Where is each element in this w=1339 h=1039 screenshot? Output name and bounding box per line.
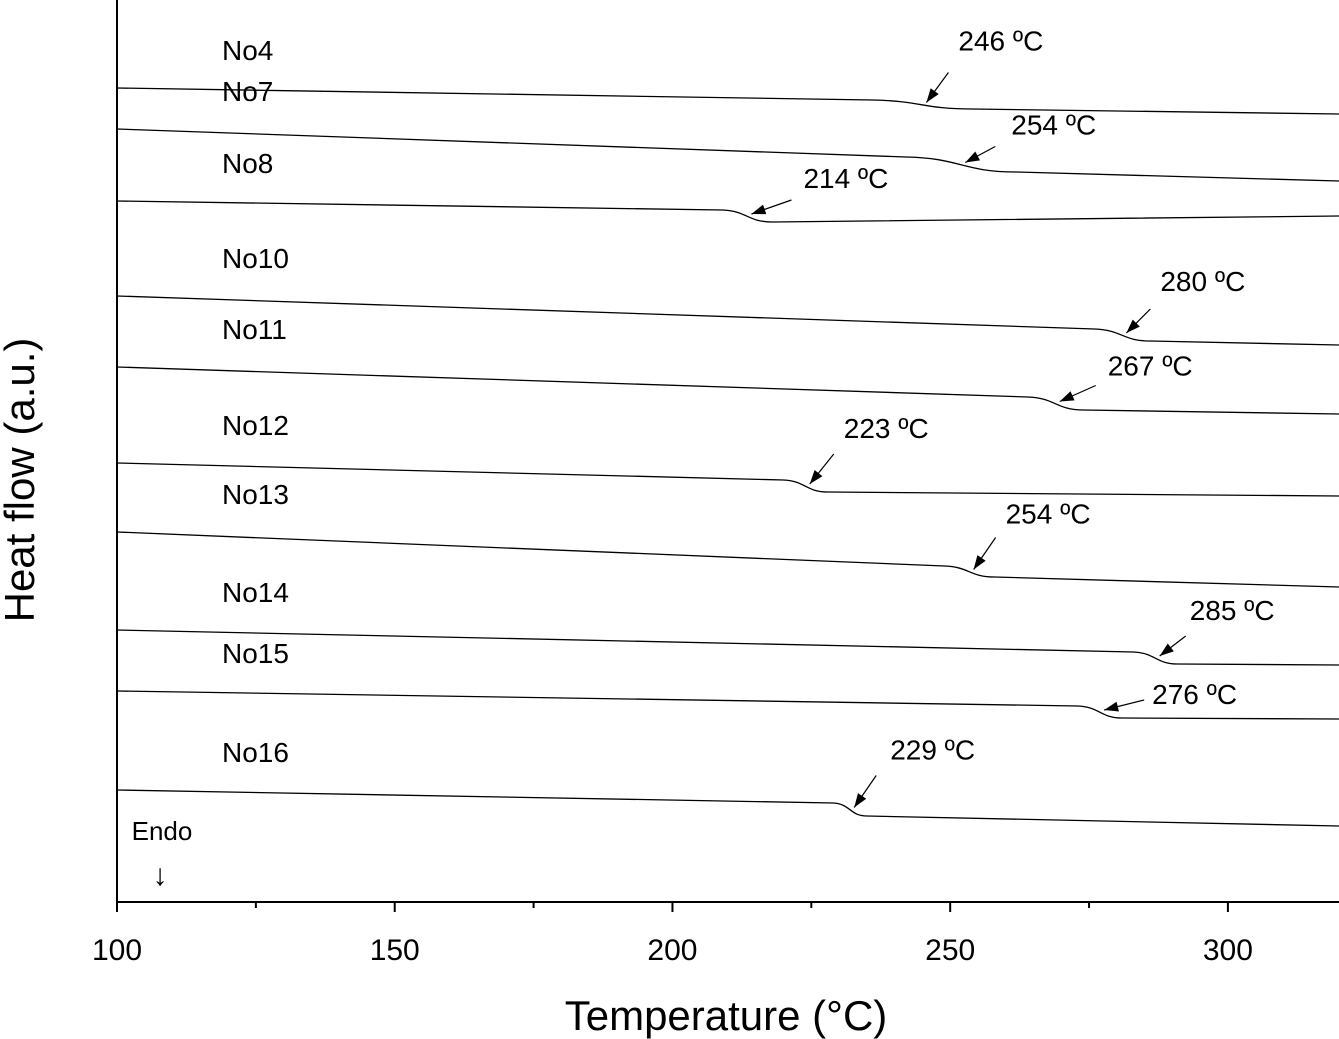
sample-label: No13 (222, 479, 289, 510)
transition-label: 246 ºC (958, 26, 1043, 57)
trace-no15 (116, 690, 1339, 720)
sample-label: No15 (222, 638, 289, 669)
transition-label: 229 ºC (890, 735, 975, 766)
arrowhead-icon (751, 204, 767, 215)
arrowhead-icon (1059, 391, 1075, 402)
transition-label: 280 ºC (1160, 266, 1245, 297)
trace-no13 (116, 531, 1339, 588)
arrowhead-icon (1126, 319, 1140, 333)
x-tick-label: 200 (647, 934, 697, 967)
trace-no16 (116, 789, 1339, 827)
sample-label: No12 (222, 410, 289, 441)
sample-label: No8 (222, 148, 273, 179)
arrowhead-icon (1159, 643, 1174, 656)
sample-label: No10 (222, 243, 289, 274)
trace-no10 (116, 295, 1339, 346)
arrowhead-icon (854, 793, 867, 808)
transition-label: 223 ºC (844, 413, 929, 444)
arrowhead-icon (1104, 701, 1119, 712)
arrowhead-icon (973, 555, 986, 570)
y-axis-title: Heat flow (a.u.) (0, 338, 43, 623)
transition-label: 254 ºC (1006, 499, 1091, 530)
sample-label: No16 (222, 737, 289, 768)
x-ticks: 100 150 200 250 300 (92, 902, 1253, 967)
transition-annotations: 246 ºC 254 ºC 214 ºC 280 ºC 267 ºC 223 ºC 254 … (751, 26, 1275, 808)
transition-label: 254 ºC (1011, 110, 1096, 141)
trace-no11 (116, 366, 1339, 415)
trace-no4 (116, 87, 1339, 115)
sample-labels: No4 No7 No8 No10 No11 No12 No13 No14 No15 No16 (222, 35, 289, 768)
sample-label: No4 (222, 35, 273, 66)
arrowhead-icon (926, 88, 939, 103)
x-axis-title: Temperature (°C) (565, 992, 888, 1039)
x-tick-label: 300 (1203, 934, 1253, 967)
trace-no14 (116, 629, 1339, 666)
trace-no7 (116, 128, 1339, 182)
transition-label: 285 ºC (1190, 595, 1275, 626)
transition-label: 214 ºC (803, 163, 888, 194)
trace-no12 (116, 462, 1339, 497)
arrowhead-icon (809, 469, 823, 484)
arrowhead-icon (965, 151, 980, 163)
endo-label: Endo (132, 816, 193, 846)
x-tick-label: 100 (92, 934, 142, 967)
x-tick-label: 150 (370, 934, 420, 967)
sample-label: No11 (222, 314, 287, 345)
trace-no8 (116, 200, 1339, 223)
sample-label: No7 (222, 76, 273, 107)
endo-arrow-icon: ↓ (153, 859, 168, 892)
x-tick-label: 250 (925, 934, 975, 967)
dsc-traces (116, 87, 1339, 827)
transition-label: 276 ºC (1152, 679, 1237, 710)
transition-label: 267 ºC (1108, 351, 1193, 382)
sample-label: No14 (222, 577, 289, 608)
